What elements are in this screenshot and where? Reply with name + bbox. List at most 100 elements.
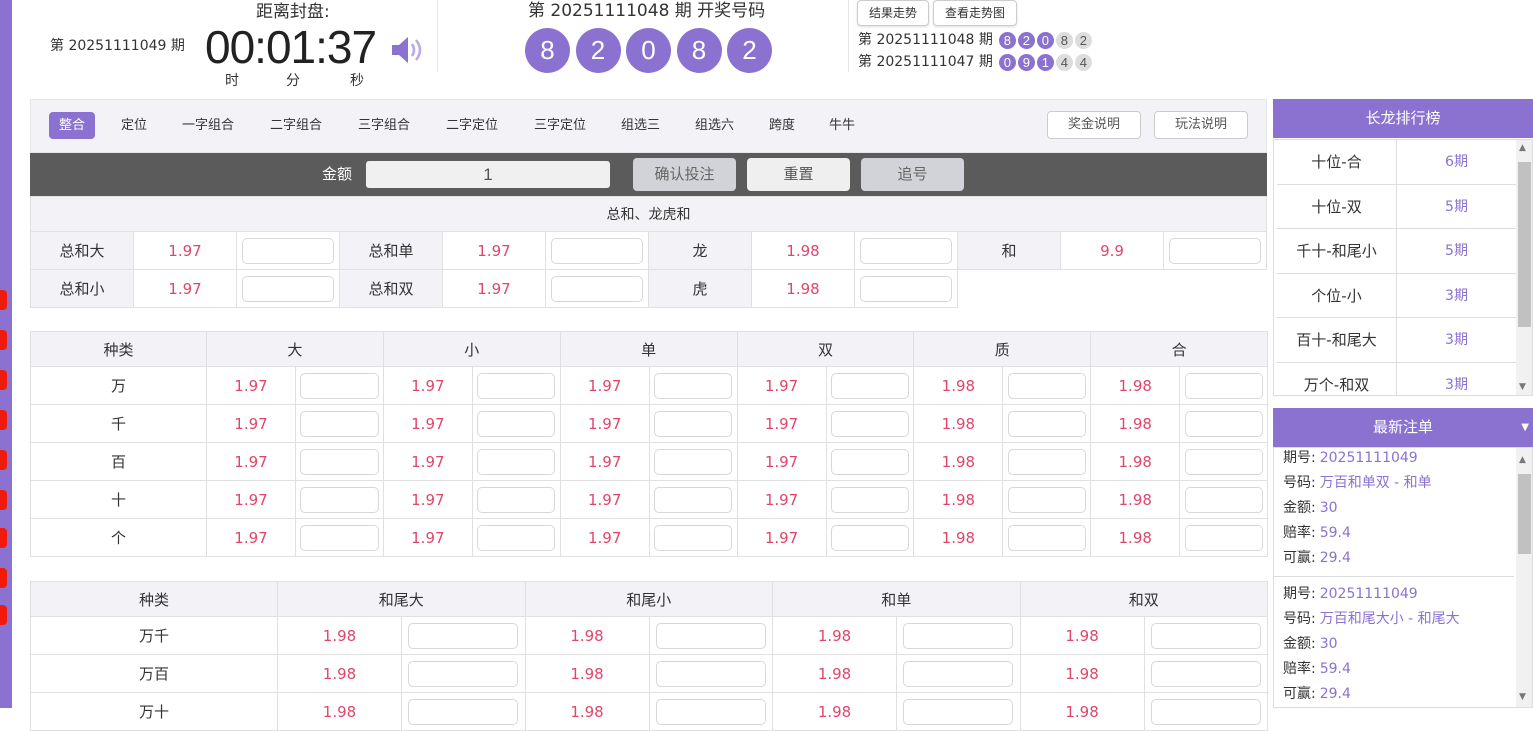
tab-3[interactable]: 二字组合 — [270, 118, 323, 133]
latest-orders-title[interactable]: 最新注单 ▼ — [1273, 408, 1533, 447]
bet-amount-input[interactable] — [295, 518, 384, 557]
tab-5[interactable]: 二字定位 — [446, 118, 499, 133]
bet-amount-input[interactable] — [825, 366, 915, 405]
bet-amount-input[interactable] — [236, 231, 340, 270]
tab-4[interactable]: 三字组合 — [358, 118, 411, 133]
bet-amount-input[interactable] — [896, 616, 1021, 655]
tab-8[interactable]: 组选六 — [695, 118, 735, 133]
tab-2[interactable]: 一字组合 — [182, 118, 235, 133]
bet-amount-input[interactable] — [471, 480, 561, 519]
bet-amount-input[interactable] — [1002, 480, 1092, 519]
bet-amount-input[interactable] — [648, 480, 738, 519]
scrollbar[interactable]: ▲ ▼ — [1516, 140, 1532, 395]
result-trend-button[interactable]: 结果走势 — [857, 0, 929, 26]
side-tab[interactable] — [0, 290, 7, 310]
amount-input[interactable] — [366, 161, 610, 188]
bet-amount-input[interactable] — [896, 692, 1021, 731]
bet-amount-input[interactable] — [236, 269, 340, 308]
history-ball: 9 — [1017, 54, 1035, 71]
bet-amount-input[interactable] — [1179, 518, 1269, 557]
divider — [848, 0, 849, 72]
bet-amount-input[interactable] — [825, 404, 915, 443]
bet-amount-input[interactable] — [545, 231, 649, 270]
side-tab[interactable] — [0, 568, 7, 588]
bet-amount-input[interactable] — [295, 366, 384, 405]
bet-amount-input[interactable] — [648, 692, 774, 731]
bet-amount-input[interactable] — [648, 518, 738, 557]
side-tab[interactable] — [0, 410, 7, 430]
bet-amount-input[interactable] — [295, 404, 384, 443]
column-header: 单 — [559, 331, 738, 367]
scroll-up-icon[interactable]: ▲ — [1519, 143, 1526, 153]
side-tab[interactable] — [0, 490, 7, 510]
caret-down-icon[interactable]: ▼ — [1521, 422, 1529, 433]
odds-value: 1.97 — [442, 269, 546, 308]
header-row: 种类 和尾大 和尾小 和单 和双 — [30, 581, 1269, 617]
info-button-0[interactable]: 奖金说明 — [1047, 111, 1141, 139]
scrollbar[interactable]: ▲ ▼ — [1516, 448, 1532, 707]
bet-amount-input[interactable] — [825, 480, 915, 519]
bet-amount-input[interactable] — [1179, 366, 1269, 405]
bet-amount-input[interactable] — [1002, 518, 1092, 557]
bet-amount-input[interactable] — [896, 654, 1021, 693]
bet-amount-input[interactable] — [648, 616, 774, 655]
order-item: 期号: 20251111049 号码: 万百和尾大小 - 和尾大 金额: 30 赔率: 59.… — [1274, 577, 1514, 707]
bet-amount-input[interactable] — [295, 442, 384, 481]
bet-amount-input[interactable] — [1002, 442, 1092, 481]
row-label: 十 — [30, 480, 207, 519]
bet-amount-input[interactable] — [1143, 616, 1269, 655]
rank-count: 3期 — [1445, 376, 1468, 393]
bet-amount-input[interactable] — [854, 231, 958, 270]
chase-number-button[interactable]: 追号 — [861, 158, 964, 191]
bet-amount-input[interactable] — [854, 269, 958, 308]
scroll-up-icon[interactable]: ▲ — [1519, 455, 1526, 465]
scroll-down-icon[interactable]: ▼ — [1519, 692, 1526, 702]
side-tab[interactable] — [0, 450, 7, 470]
tab-9[interactable]: 跨度 — [769, 118, 796, 133]
tab-6[interactable]: 三字定位 — [534, 118, 587, 133]
side-tab[interactable] — [0, 370, 7, 390]
bet-amount-input[interactable] — [1002, 404, 1092, 443]
column-header: 种类 — [30, 331, 207, 367]
bet-row: 万千 1.98 1.98 1.98 1.98 — [30, 616, 1269, 655]
history-ball: 1 — [1036, 54, 1054, 71]
field-label: 赔率: — [1283, 525, 1316, 541]
tab-0[interactable]: 整合 — [49, 112, 96, 139]
scroll-down-icon[interactable]: ▼ — [1519, 382, 1526, 392]
bet-amount-input[interactable] — [471, 442, 561, 481]
bet-amount-input[interactable] — [471, 518, 561, 557]
bet-amount-input[interactable] — [648, 654, 774, 693]
bet-amount-input[interactable] — [295, 480, 384, 519]
tab-7[interactable]: 组选三 — [621, 118, 661, 133]
bet-amount-input[interactable] — [1143, 692, 1269, 731]
bet-amount-input[interactable] — [648, 366, 738, 405]
side-tab[interactable] — [0, 528, 7, 548]
bet-amount-input[interactable] — [1179, 480, 1269, 519]
bet-amount-input[interactable] — [825, 442, 915, 481]
speaker-icon[interactable] — [390, 34, 426, 66]
bet-amount-input[interactable] — [401, 654, 526, 693]
reset-button[interactable]: 重置 — [747, 158, 850, 191]
bet-amount-input[interactable] — [545, 269, 649, 308]
bet-amount-input[interactable] — [1002, 366, 1092, 405]
tab-1[interactable]: 定位 — [121, 118, 148, 133]
bet-amount-input[interactable] — [1163, 231, 1267, 270]
info-button-1[interactable]: 玩法说明 — [1154, 111, 1248, 139]
bet-amount-input[interactable] — [471, 366, 561, 405]
bet-amount-input[interactable] — [401, 692, 526, 731]
field-label: 可赢: — [1283, 686, 1316, 702]
odds-value: 1.98 — [1090, 366, 1181, 405]
confirm-bet-button[interactable]: 确认投注 — [633, 158, 736, 191]
view-trend-chart-button[interactable]: 查看走势图 — [933, 0, 1017, 26]
side-tab[interactable] — [0, 605, 7, 625]
side-tab[interactable] — [0, 330, 7, 350]
bet-amount-input[interactable] — [1179, 404, 1269, 443]
bet-amount-input[interactable] — [648, 404, 738, 443]
bet-amount-input[interactable] — [1143, 654, 1269, 693]
bet-amount-input[interactable] — [648, 442, 738, 481]
bet-amount-input[interactable] — [401, 616, 526, 655]
bet-amount-input[interactable] — [1179, 442, 1269, 481]
bet-amount-input[interactable] — [471, 404, 561, 443]
bet-amount-input[interactable] — [825, 518, 915, 557]
tab-10[interactable]: 牛牛 — [829, 118, 856, 133]
